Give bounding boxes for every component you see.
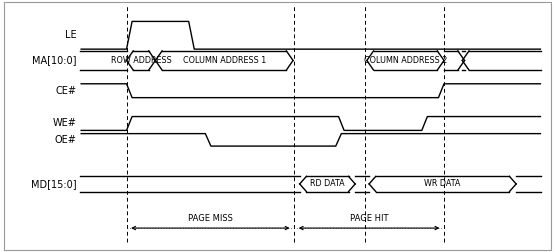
Text: PAGE HIT: PAGE HIT [350, 213, 388, 223]
Text: COLUMN ADDRESS 2: COLUMN ADDRESS 2 [364, 56, 447, 65]
Text: MA[10:0]: MA[10:0] [32, 55, 77, 66]
Text: LE: LE [65, 30, 77, 40]
Text: PAGE MISS: PAGE MISS [188, 213, 233, 223]
Text: COLUMN ADDRESS 1: COLUMN ADDRESS 1 [183, 56, 266, 65]
Text: MD[15:0]: MD[15:0] [31, 179, 77, 189]
Text: RD DATA: RD DATA [310, 179, 345, 188]
Text: ROW ADDRESS: ROW ADDRESS [110, 56, 171, 65]
Text: WR DATA: WR DATA [425, 179, 461, 188]
Text: WE#: WE# [53, 118, 77, 129]
Text: CE#: CE# [56, 86, 77, 96]
Text: OE#: OE# [55, 135, 77, 145]
